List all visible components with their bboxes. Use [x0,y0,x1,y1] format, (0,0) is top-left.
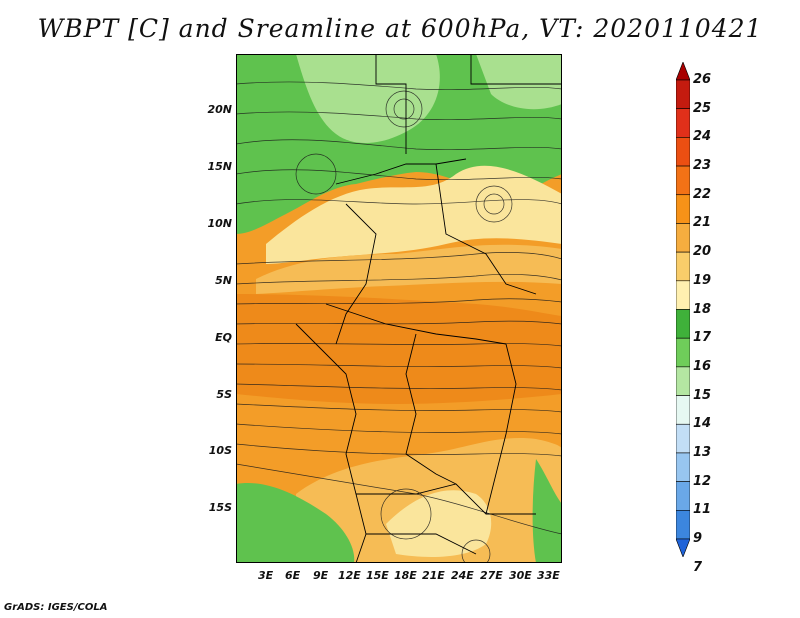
light-green-north-region [296,54,440,144]
colorbar-segment [676,337,690,368]
colorbar-label: 23 [693,158,712,174]
colorbar-bottom-arrow [676,538,690,557]
lon-label: 9E [313,569,329,582]
colorbar-segment [676,137,690,167]
lat-label: 20N [207,103,232,116]
colorbar-segment [676,423,690,454]
colorbar-label: 26 [693,72,712,87]
colorbar-segment [676,309,690,339]
green-southeast-region [532,459,562,563]
colorbar-segment [676,165,690,196]
colorbar-label: 21 [693,215,712,231]
lat-label: 10S [208,444,232,457]
colorbar-label: 16 [693,358,712,374]
lon-label: 3E [258,569,274,582]
colorbar-label: 13 [693,444,712,460]
colorbar-segment [676,194,690,224]
lat-label: 15S [208,501,232,514]
colorbar-segment [676,79,690,109]
colorbar-segment [676,108,690,138]
light-orange-north-band [256,244,562,294]
colorbar-label: 25 [693,100,712,116]
credit-label: GrADS: IGES/COLA [4,602,108,613]
colorbar-segment [676,395,690,425]
lon-label: 30E [509,569,532,582]
lon-label: 6E [285,569,301,582]
colorbar-top-arrow [676,62,690,81]
colorbar-label: 15 [693,387,712,403]
lon-label: 21E [422,569,445,582]
colorbar-segment [676,510,690,540]
light-green-northeast [476,54,562,110]
lat-label: 5S [216,388,232,401]
yellow-south-region [386,490,492,557]
colorbar-label: 24 [693,129,712,145]
colorbar-label: 9 [693,531,703,546]
lon-label: 12E [338,569,361,582]
colorbar-label: 22 [693,186,712,202]
colorbar-label: 18 [693,301,712,317]
colorbar-segment [676,481,690,511]
lat-label: 5N [215,274,232,287]
map-frame [236,54,562,563]
lat-label: EQ [215,331,232,344]
lat-label: 10N [207,217,232,230]
lon-label: 33E [537,569,560,582]
colorbar-label: 19 [693,272,712,288]
country-borders [295,54,562,563]
lon-label: 24E [451,569,474,582]
colorbar-segment [676,251,690,282]
chart-title: WBPT [C] and Sreamline at 600hPa, VT: 20… [37,14,763,43]
colorbar-segment [676,366,690,396]
colorbar [676,62,690,557]
colorbar-label: 11 [693,502,712,518]
wbpt-map [236,54,562,563]
lon-label: 18E [394,569,417,582]
colorbar-label: 14 [693,416,712,432]
colorbar-label: 17 [693,330,712,346]
streamlines [236,81,562,563]
colorbar-label: 20 [693,244,712,260]
colorbar-segment [676,452,690,482]
lon-label: 15E [366,569,389,582]
lon-label: 27E [480,569,503,582]
colorbar-label: 12 [693,473,712,489]
lat-label: 15N [207,160,232,173]
colorbar-segment [676,223,690,253]
colorbar-segment [676,280,690,310]
colorbar-label: 7 [693,559,703,575]
yellow-north-belt [266,165,562,264]
green-southwest-region [236,483,355,563]
